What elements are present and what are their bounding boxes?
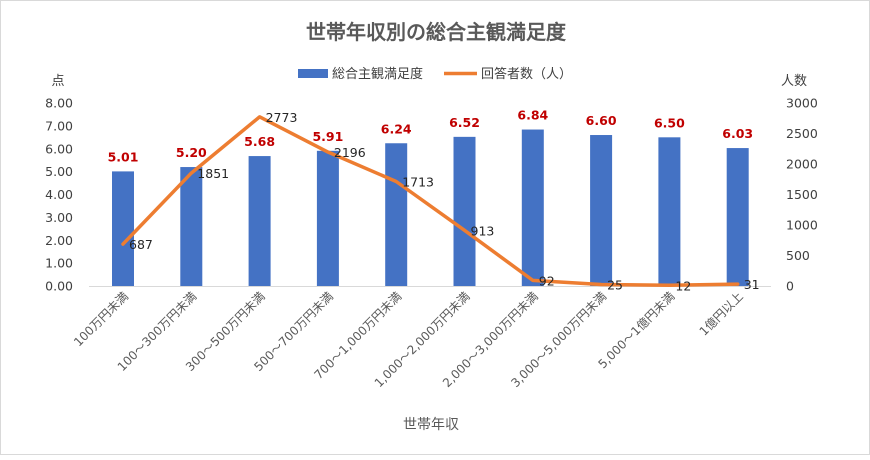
right-tick-label: 2500 xyxy=(786,126,818,141)
bar xyxy=(521,129,544,286)
left-tick-label: 8.00 xyxy=(45,96,73,111)
line-series xyxy=(121,115,740,288)
bar xyxy=(453,136,476,286)
right-axis-ticks: 0 500 1000 1500 2000 2500 3000 xyxy=(786,96,818,294)
left-tick-label: 7.00 xyxy=(45,118,73,133)
chart-title: 世帯年収別の総合主観満足度 xyxy=(306,20,567,44)
bar-data-labels: 5.01 5.20 5.68 5.91 6.24 6.52 6.84 6.60 6.50 6.03 xyxy=(108,108,754,165)
left-tick-label: 5.00 xyxy=(45,164,73,179)
right-axis-title: 人数 xyxy=(781,74,807,89)
line-value-label: 31 xyxy=(744,277,760,292)
bar-value-label: 6.24 xyxy=(381,121,412,136)
line-value-label: 913 xyxy=(471,223,495,238)
bar-value-label: 5.01 xyxy=(108,149,139,164)
right-tick-label: 2000 xyxy=(786,157,818,172)
bar xyxy=(316,150,339,286)
bar xyxy=(658,137,681,286)
respondents-line xyxy=(121,115,740,288)
right-tick-label: 500 xyxy=(786,248,810,263)
left-axis-ticks: 0.00 1.00 2.00 3.00 4.00 5.00 6.00 7.00 8.00 xyxy=(45,96,73,294)
right-tick-label: 0 xyxy=(786,279,794,294)
bar-value-label: 5.91 xyxy=(312,129,343,144)
legend-bar-swatch xyxy=(298,69,328,78)
line-value-label: 2773 xyxy=(266,110,298,125)
left-tick-label: 1.00 xyxy=(45,256,73,271)
left-tick-label: 2.00 xyxy=(45,233,73,248)
line-value-label: 687 xyxy=(129,237,153,252)
bar-value-label: 6.03 xyxy=(722,126,753,141)
bar-value-label: 5.20 xyxy=(176,145,207,160)
bar xyxy=(112,171,134,286)
left-tick-label: 4.00 xyxy=(45,187,73,202)
bar xyxy=(590,135,613,286)
line-value-label: 25 xyxy=(607,277,623,292)
bar-value-label: 5.68 xyxy=(244,134,275,149)
bar-value-label: 6.50 xyxy=(654,115,685,130)
bar-value-label: 6.60 xyxy=(586,113,617,128)
x-category-label: 1億円以上 xyxy=(697,289,746,338)
left-axis-title: 点 xyxy=(51,74,64,89)
left-tick-label: 3.00 xyxy=(45,210,73,225)
left-tick-label: 6.00 xyxy=(45,141,73,156)
line-value-label: 1713 xyxy=(402,175,434,190)
line-data-labels: 687 1851 2773 2196 1713 913 92 25 12 31 xyxy=(129,110,760,293)
bar xyxy=(385,143,408,286)
left-tick-label: 0.00 xyxy=(45,279,73,294)
right-tick-label: 1000 xyxy=(786,218,818,233)
x-axis-title: 世帯年収 xyxy=(403,417,459,433)
bar-value-label: 6.84 xyxy=(517,108,548,123)
line-value-label: 1851 xyxy=(197,166,229,181)
legend: 総合主観満足度 回答者数（人） xyxy=(298,66,572,82)
bar-series xyxy=(112,129,749,286)
bar xyxy=(726,148,749,286)
right-tick-label: 1500 xyxy=(786,187,818,202)
legend-bar-label: 総合主観満足度 xyxy=(332,66,423,82)
right-tick-label: 3000 xyxy=(786,96,818,111)
line-value-label: 12 xyxy=(675,278,691,293)
x-axis-category-labels: 100万円未満100～300万円未満300～500万円未満500～700万円未満… xyxy=(71,289,746,390)
line-value-label: 92 xyxy=(539,273,555,288)
legend-line-label: 回答者数（人） xyxy=(481,66,572,82)
bar xyxy=(180,167,203,286)
bar-value-label: 6.52 xyxy=(449,115,480,130)
x-category-label: 5,000～1億円未満 xyxy=(595,289,677,371)
line-value-label: 2196 xyxy=(334,145,366,160)
bar xyxy=(248,156,271,286)
x-category-label: 100万円未満 xyxy=(71,289,131,349)
